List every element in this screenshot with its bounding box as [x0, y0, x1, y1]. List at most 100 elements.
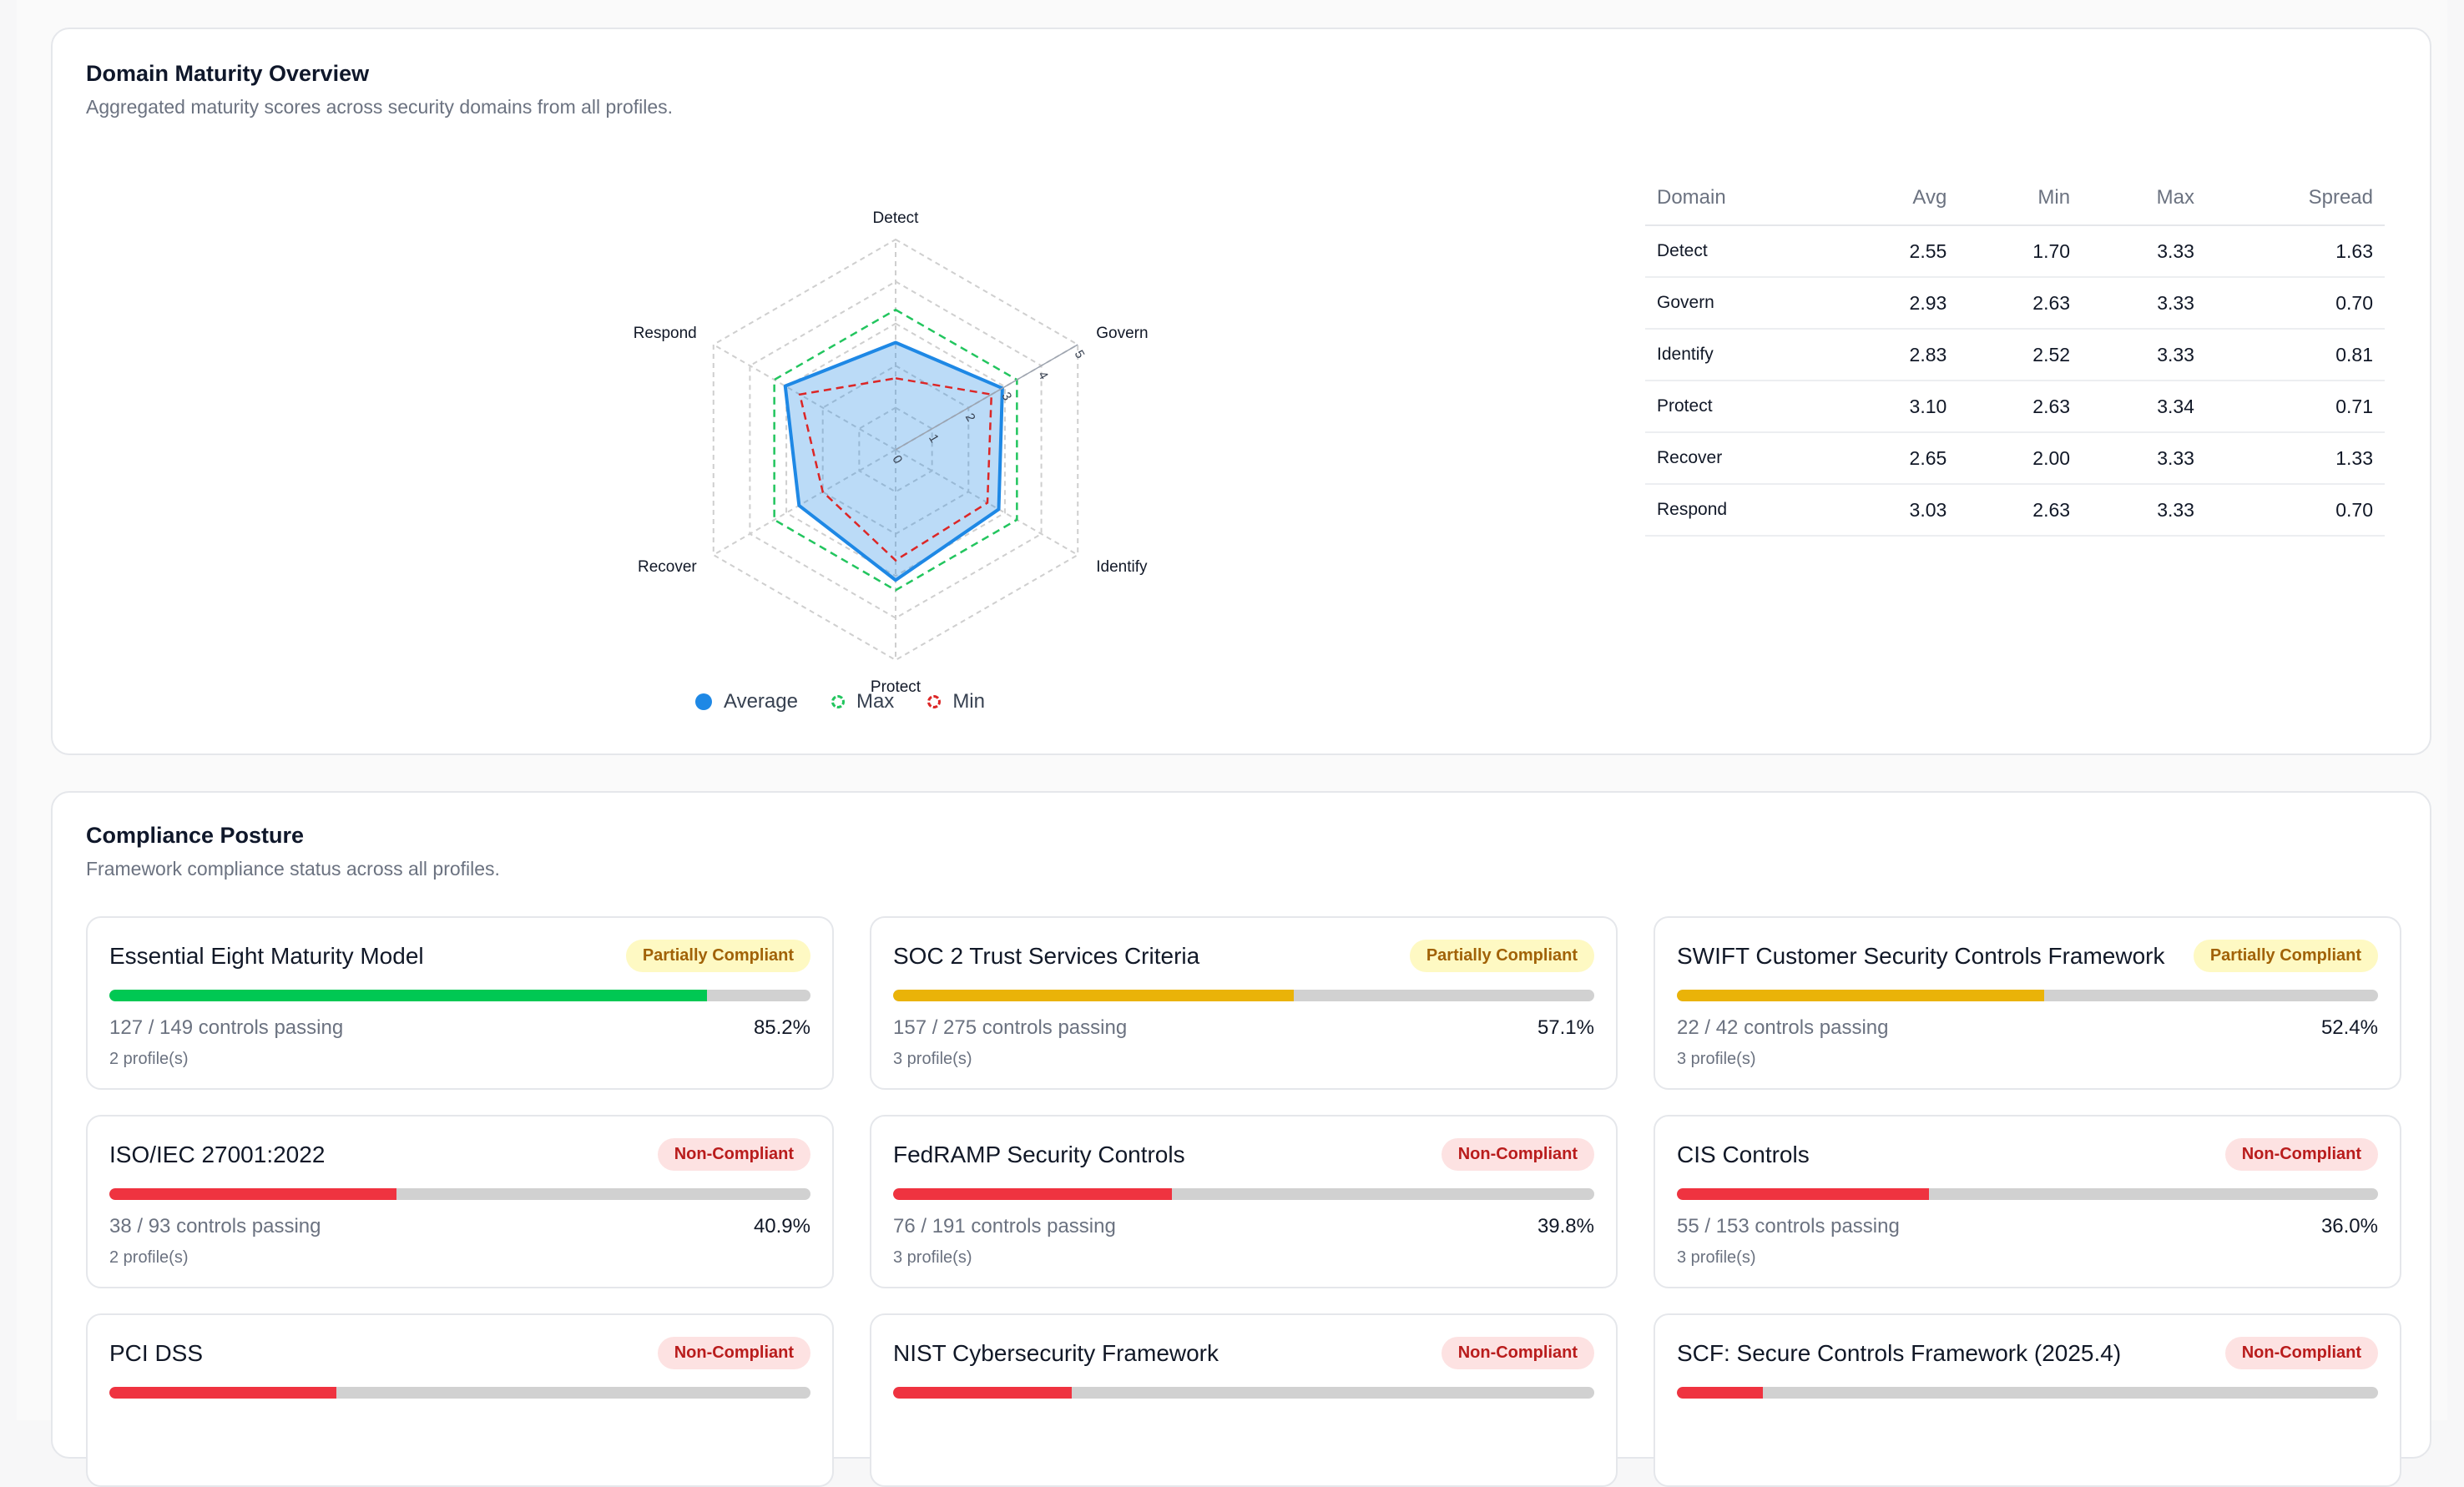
- framework-card[interactable]: SOC 2 Trust Services Criteria Partially C…: [870, 916, 1618, 1090]
- table-row: Protect 3.10 2.63 3.34 0.71: [1645, 381, 2385, 433]
- status-badge: Non-Compliant: [2224, 1337, 2378, 1369]
- cell-avg: 2.65: [1835, 432, 1959, 485]
- compliance-progress-bar: [109, 1387, 810, 1399]
- controls-passing: 127 / 149 controls passing: [109, 1016, 344, 1039]
- compliance-percent: 36.0%: [2320, 1215, 2378, 1237]
- legend-average-label: Average: [724, 690, 798, 713]
- radar-spoke: [713, 449, 896, 556]
- compliance-progress-bar: [1677, 1188, 2378, 1200]
- framework-name: SWIFT Customer Security Controls Framewo…: [1677, 943, 2165, 969]
- profile-count: 3 profile(s): [1677, 1248, 1756, 1267]
- table-row: Govern 2.93 2.63 3.33 0.70: [1645, 277, 2385, 330]
- cell-domain: Identify: [1645, 329, 1835, 381]
- radar-tick-axis: [895, 344, 1078, 451]
- radar-legend: Average Max Min: [695, 690, 985, 713]
- dashboard-page: Domain Maturity Overview Aggregated matu…: [17, 0, 2447, 1487]
- compliance-progress-fill: [109, 1188, 396, 1200]
- cell-spread: 1.63: [2205, 225, 2385, 278]
- compliance-posture-subtitle: Framework compliance status across all p…: [86, 858, 500, 880]
- compliance-progress-fill: [1677, 990, 2045, 1001]
- controls-passing: 157 / 275 controls passing: [893, 1016, 1128, 1039]
- compliance-percent: 40.9%: [753, 1215, 810, 1237]
- radar-svg: 012345DetectGovernIdentifyProtectRecover…: [634, 209, 1149, 696]
- framework-grid: Essential Eight Maturity Model Partially …: [86, 916, 2401, 1487]
- framework-name: CIS Controls: [1677, 1142, 1810, 1167]
- cell-avg: 2.55: [1835, 225, 1959, 278]
- framework-card[interactable]: ISO/IEC 27001:2022 Non-Compliant 38 / 93 c…: [86, 1115, 834, 1288]
- cell-max: 3.33: [2082, 432, 2206, 485]
- framework-card[interactable]: SWIFT Customer Security Controls Framewo…: [1654, 916, 2401, 1090]
- cell-max: 3.33: [2082, 329, 2206, 381]
- cell-min: 2.63: [1958, 484, 2083, 537]
- cell-max: 3.33: [2082, 484, 2206, 537]
- compliance-percent: 52.4%: [2320, 1016, 2378, 1039]
- table-row: Recover 2.65 2.00 3.33 1.33: [1645, 432, 2385, 485]
- profile-count: 2 profile(s): [109, 1248, 189, 1267]
- domain-maturity-title: Domain Maturity Overview: [86, 61, 370, 86]
- framework-card[interactable]: PCI DSS Non-Compliant: [86, 1313, 834, 1487]
- legend-min[interactable]: Min: [927, 690, 985, 713]
- radar-tick-label: 4: [1035, 369, 1051, 382]
- compliance-progress-fill: [109, 990, 707, 1001]
- compliance-percent: 39.8%: [1537, 1215, 1594, 1237]
- status-badge: Non-Compliant: [2224, 1138, 2378, 1171]
- framework-name: SOC 2 Trust Services Criteria: [893, 943, 1200, 969]
- compliance-progress-bar: [893, 1188, 1594, 1200]
- compliance-progress-fill: [893, 1188, 1173, 1200]
- header-min: Min: [1958, 171, 2083, 226]
- framework-card[interactable]: FedRAMP Security Controls Non-Compliant 76…: [870, 1115, 1618, 1288]
- status-badge: Partially Compliant: [2193, 940, 2378, 972]
- cell-avg: 2.83: [1835, 329, 1959, 381]
- cell-spread: 0.70: [2205, 484, 2385, 537]
- compliance-progress-bar: [1677, 1387, 2378, 1399]
- cell-domain: Respond: [1645, 484, 1835, 537]
- profile-count: 2 profile(s): [109, 1050, 189, 1068]
- header-avg: Avg: [1835, 171, 1959, 226]
- status-badge: Non-Compliant: [657, 1138, 810, 1171]
- framework-card[interactable]: CIS Controls Non-Compliant 55 / 153 contro…: [1654, 1115, 2401, 1288]
- compliance-progress-bar: [109, 1188, 810, 1200]
- cell-domain: Detect: [1645, 225, 1835, 278]
- radar-axis-label-identify: Identify: [1096, 558, 1148, 576]
- profile-count: 3 profile(s): [893, 1050, 972, 1068]
- compliance-posture-card: Compliance Posture Framework compliance …: [51, 791, 2431, 1487]
- table-row: Detect 2.55 1.70 3.33 1.63: [1645, 225, 2385, 278]
- framework-name: ISO/IEC 27001:2022: [109, 1142, 326, 1167]
- compliance-percent: 57.1%: [1537, 1016, 1594, 1039]
- framework-card[interactable]: Essential Eight Maturity Model Partially …: [86, 916, 834, 1090]
- status-badge: Non-Compliant: [1441, 1337, 1594, 1369]
- compliance-progress-bar: [893, 990, 1594, 1001]
- framework-name: Essential Eight Maturity Model: [109, 943, 424, 969]
- compliance-progress-fill: [893, 990, 1294, 1001]
- compliance-posture-title: Compliance Posture: [86, 823, 305, 848]
- legend-max-label: Max: [856, 690, 895, 713]
- table-row: Respond 3.03 2.63 3.33 0.70: [1645, 484, 2385, 537]
- radar-grid-ring: [785, 322, 1006, 577]
- framework-card[interactable]: NIST Cybersecurity Framework Non-Complian…: [870, 1313, 1618, 1487]
- status-badge: Partially Compliant: [625, 940, 810, 972]
- framework-card[interactable]: SCF: Secure Controls Framework (2025.4) N…: [1654, 1313, 2401, 1487]
- radar-axis-label-govern: Govern: [1096, 325, 1148, 342]
- legend-max[interactable]: Max: [831, 690, 894, 713]
- status-badge: Non-Compliant: [1441, 1138, 1594, 1171]
- cell-domain: Govern: [1645, 277, 1835, 330]
- header-max: Max: [2082, 171, 2206, 226]
- domain-maturity-card: Domain Maturity Overview Aggregated matu…: [51, 28, 2431, 755]
- framework-name: PCI DSS: [109, 1340, 204, 1366]
- legend-min-marker-icon: [927, 695, 942, 708]
- maturity-radar-chart: 0 1 2 3 4 5 Detect Govern Identify Protect Recover…: [562, 171, 1229, 705]
- table-header-row: Domain Avg Min Max Spread: [1645, 171, 2385, 226]
- cell-max: 3.34: [2082, 381, 2206, 433]
- compliance-progress-fill: [893, 1387, 1073, 1399]
- domain-scores-table: Domain Avg Min Max Spread Detect 2.55 1.…: [1645, 171, 2385, 537]
- controls-passing: 22 / 42 controls passing: [1677, 1016, 1889, 1039]
- cell-min: 1.70: [1958, 225, 2083, 278]
- cell-max: 3.33: [2082, 225, 2206, 278]
- radar-axis-label-respond: Respond: [634, 325, 697, 342]
- legend-average[interactable]: Average: [695, 690, 798, 713]
- compliance-progress-bar: [893, 1387, 1594, 1399]
- cell-max: 3.33: [2082, 277, 2206, 330]
- compliance-progress-bar: [1677, 990, 2378, 1001]
- compliance-progress-fill: [109, 1387, 337, 1399]
- framework-name: FedRAMP Security Controls: [893, 1142, 1185, 1167]
